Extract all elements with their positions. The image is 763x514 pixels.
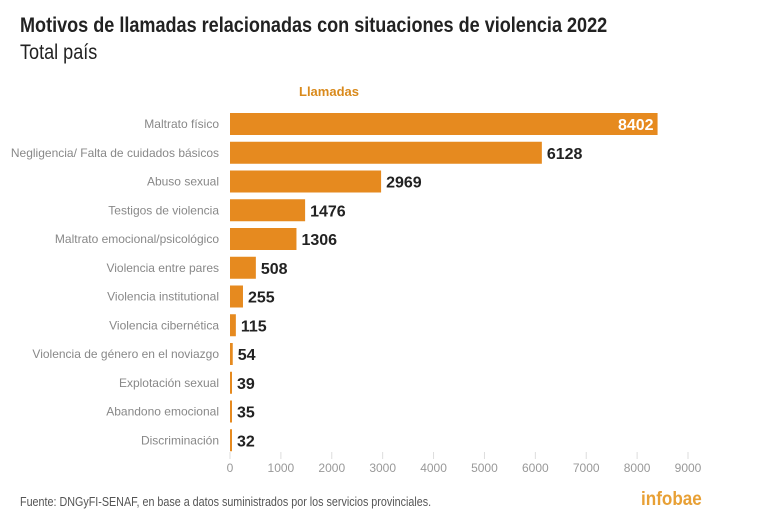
data-label: 1476: [310, 203, 346, 220]
x-tick-label: 2000: [318, 461, 345, 475]
bar: [230, 314, 236, 337]
x-tick-label: 6000: [522, 461, 549, 475]
category-label: Explotación sexual: [119, 376, 219, 390]
series-label: Llamadas: [299, 84, 359, 99]
data-label: 255: [248, 290, 275, 307]
bar: [230, 113, 658, 135]
data-label: 35: [237, 405, 255, 422]
bar: [230, 400, 232, 423]
bar: [230, 199, 306, 222]
data-label: 2969: [386, 175, 422, 192]
category-label: Violencia cibernética: [109, 318, 219, 332]
x-tick-label: 5000: [471, 461, 498, 475]
source-note: Fuente: DNGyFI-SENAF, en base a datos su…: [20, 495, 432, 509]
category-label: Violencia institutional: [107, 290, 219, 304]
category-label: Negligencia/ Falta de cuidados básicos: [11, 146, 219, 160]
bar: [230, 256, 256, 279]
x-tick-label: 1000: [268, 461, 295, 475]
x-tick-label: 7000: [573, 461, 600, 475]
bar: [230, 170, 382, 193]
x-tick-label: 0: [227, 461, 234, 475]
x-tick-label: 3000: [369, 461, 396, 475]
category-label: Maltrato físico: [144, 117, 219, 131]
data-label: 6128: [547, 146, 583, 163]
category-label: Abandono emocional: [106, 405, 219, 419]
bar: [230, 429, 232, 452]
data-label: 8402: [618, 117, 654, 134]
data-label: 54: [238, 347, 256, 364]
bar: [230, 285, 243, 308]
category-label: Violencia entre pares: [106, 261, 219, 275]
category-label: Abuso sexual: [147, 175, 219, 189]
category-label: Violencia de género en el noviazgo: [32, 347, 219, 361]
bar: [230, 141, 542, 164]
bar: [230, 371, 232, 394]
data-label: 508: [261, 261, 288, 278]
x-tick-label: 8000: [624, 461, 651, 475]
chart-subtitle: Total país: [20, 41, 98, 64]
bar: [230, 228, 297, 250]
category-label: Maltrato emocional/psicológico: [55, 232, 219, 246]
x-tick-label: 9000: [675, 461, 702, 475]
data-label: 1306: [301, 232, 337, 249]
category-label: Discriminación: [141, 433, 219, 447]
category-label: Testigos de violencia: [108, 203, 219, 217]
data-label: 115: [241, 318, 267, 335]
x-tick-label: 4000: [420, 461, 447, 475]
infobae-logo: infobae: [641, 489, 702, 510]
bar: [230, 343, 233, 365]
data-label: 39: [237, 376, 255, 393]
chart-title: Motivos de llamadas relacionadas con sit…: [20, 14, 608, 37]
data-label: 32: [237, 433, 255, 450]
